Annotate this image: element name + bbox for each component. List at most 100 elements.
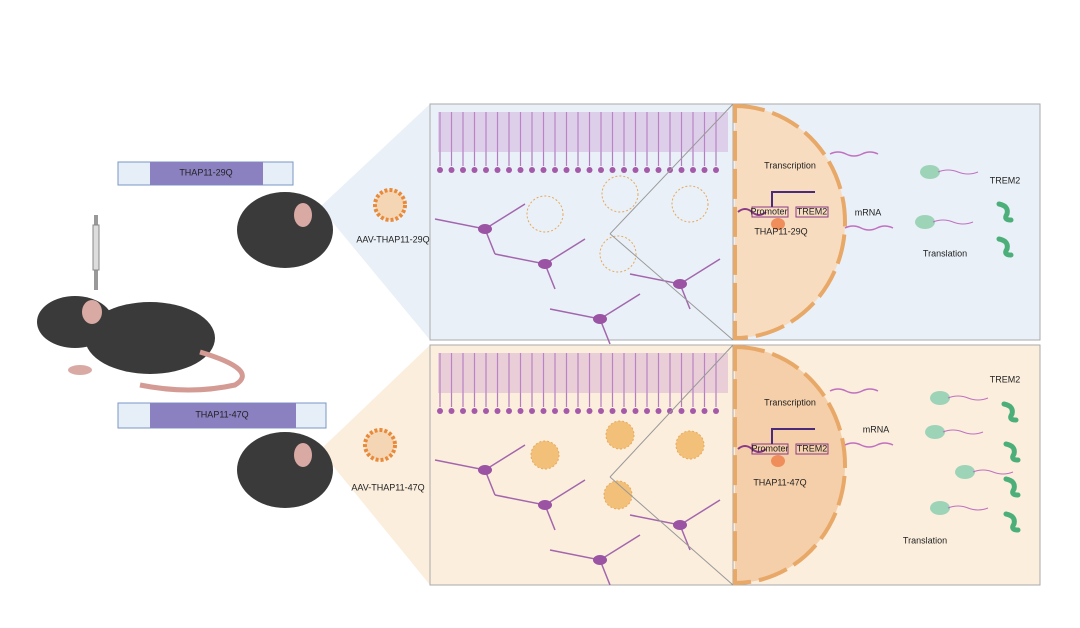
transcription-arrow [771,428,815,444]
soma [713,167,719,173]
mouse-ear [294,203,312,227]
trem2-protein [1001,401,1019,423]
soma [655,167,662,173]
ribosome [930,391,950,405]
soma [448,167,455,173]
virus-label: AAV-THAP11-29Q [356,234,429,244]
soma [506,408,512,414]
ribosome [930,501,950,515]
brain-region [429,103,734,341]
construct-label: THAP11-29Q [179,167,232,177]
funnel [320,104,430,340]
zoom-line [609,103,734,235]
soma [644,408,650,414]
transcription-arrow [771,191,815,207]
protein-label: TREM2 [990,374,1021,384]
mrna-label: mRNA [863,424,890,434]
soma [552,408,558,414]
astrocyte [605,420,635,450]
trem2-protein [996,201,1014,223]
panel-1: THAP11-47Q AAV-THAP11-47Q Transcription Pro… [117,344,1041,586]
soma [575,167,581,173]
mouse-ear [294,443,312,467]
soma [517,408,524,414]
translation-label: Translation [903,535,947,545]
transcription-label: Transcription [764,397,816,407]
soma [471,408,478,414]
soma [655,408,662,414]
transcription-label: Transcription [764,160,816,170]
soma [609,408,616,414]
soma [644,167,650,173]
nucleus [733,103,847,341]
neuron-body [673,520,687,530]
construct-insert [150,403,296,428]
mrna-strand [829,388,879,394]
funnel [320,345,430,585]
astrocyte [526,195,564,233]
soma [437,408,443,414]
virus [373,188,407,222]
promoter-box [751,206,789,218]
mrna-strand [947,395,989,401]
soma [667,408,673,414]
astrocyte [530,440,560,470]
soma [598,167,604,173]
soma [494,408,501,414]
soma [460,167,466,173]
soma [563,167,570,173]
gene-box [795,206,829,218]
neuron-body [478,224,492,234]
gene-label: TREM2 [797,206,828,216]
mrna-label: mRNA [855,207,882,217]
soma [529,167,535,173]
soma [701,408,708,414]
gene-box [795,443,829,455]
mrna-strand [829,151,879,157]
ribosome [925,425,945,439]
trem2-protein [1003,511,1021,533]
soma [690,408,696,414]
soma [552,167,558,173]
neuron-body [593,555,607,565]
soma [701,167,708,173]
mrna-strand [937,169,979,175]
nucleus [733,344,847,586]
neuron-body [673,279,687,289]
factor [771,455,785,467]
promoter-box [751,443,789,455]
soma [575,408,581,414]
mrna-strand [932,219,974,225]
promoter-label: Promoter [750,206,787,216]
astrocyte [599,235,637,273]
soma [621,167,627,173]
soma [586,408,593,414]
astrocyte [671,185,709,223]
soma [448,408,455,414]
mrna-strand [972,469,1014,475]
dendrite-canopy [438,112,728,152]
neuron-body [593,314,607,324]
astrocyte [603,480,633,510]
translation-label: Translation [923,248,967,258]
trem2-protein [1003,441,1021,463]
soma [713,408,719,414]
trem2-protein [1003,476,1021,498]
soma [437,167,443,173]
soma [517,167,524,173]
neuron-body [538,500,552,510]
soma [632,408,639,414]
soma [529,408,535,414]
soma [678,167,685,173]
panel-0: THAP11-29Q AAV-THAP11-29Q Transcription Pro… [117,103,1041,345]
soma [586,167,593,173]
protein-label: TREM2 [990,175,1021,185]
gene-label: TREM2 [797,443,828,453]
mouse [237,192,333,268]
soma [598,408,604,414]
mrna-strand [844,442,894,448]
soma [460,408,466,414]
soma [678,408,685,414]
neuron-body [478,465,492,475]
